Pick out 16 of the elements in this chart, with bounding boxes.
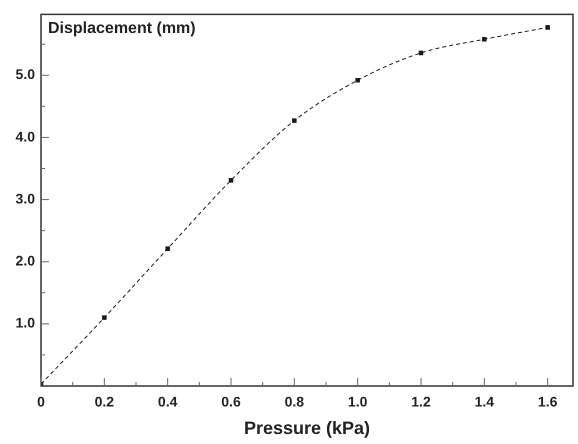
x-tick-label: 1.6 bbox=[538, 393, 558, 410]
x-tick-label: 0.6 bbox=[221, 393, 241, 410]
y-tick-label: 4.0 bbox=[16, 128, 36, 144]
x-tick-label: 1.4 bbox=[474, 393, 494, 410]
x-tick-label: 0.2 bbox=[94, 393, 114, 410]
y-tick-label: 2.0 bbox=[16, 252, 36, 269]
y-tick-label: 3.0 bbox=[16, 190, 36, 206]
x-tick-label: 0 bbox=[37, 393, 46, 410]
x-tick-label: 1.0 bbox=[348, 393, 368, 410]
y-tick-label: 5.0 bbox=[16, 66, 36, 82]
x-tick-label: 1.2 bbox=[411, 393, 431, 410]
y-axis-title: Displacement (mm) bbox=[48, 20, 196, 37]
x-tick-label: 0.8 bbox=[284, 393, 304, 410]
x-tick-label: 0.4 bbox=[158, 393, 178, 410]
x-axis-title: Pressure (kPa) bbox=[244, 418, 370, 438]
y-tick-label: 1.0 bbox=[16, 314, 36, 331]
